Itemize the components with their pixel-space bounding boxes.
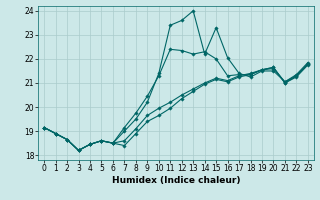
- X-axis label: Humidex (Indice chaleur): Humidex (Indice chaleur): [112, 176, 240, 185]
